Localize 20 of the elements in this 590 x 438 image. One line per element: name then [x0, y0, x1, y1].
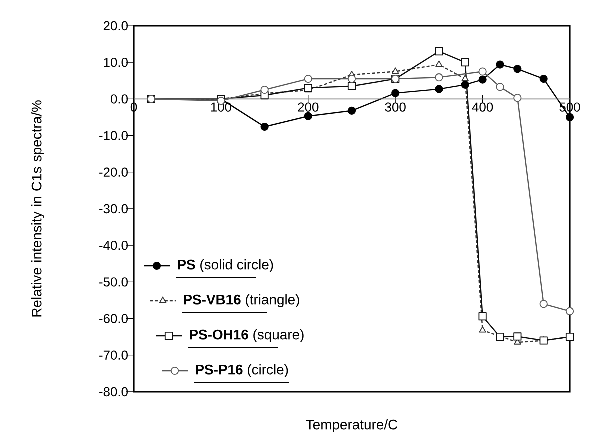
y-tick-label: -10.0 [100, 131, 128, 140]
y-tick-label: -70.0 [100, 350, 128, 360]
y-tick-label: -30.0 [100, 204, 128, 214]
legend-label: PS-OH16 (square) [190, 329, 304, 342]
legend-label: PS-P16 (circle) [196, 364, 288, 378]
legend-label: PS (solid circle) [178, 259, 274, 272]
y-tick-label: 10.0 [104, 58, 128, 68]
legend-label: PS-VB16 (triangle) [184, 294, 300, 308]
y-tick-label: -80.0 [100, 387, 128, 397]
x-tick-label: 400 [472, 102, 494, 112]
x-tick-label: 300 [385, 102, 406, 112]
y-axis-title: Relative intensity in C1s spectra/% [32, 100, 45, 317]
x-tick-label: 200 [298, 102, 319, 112]
y-tick-label: -50.0 [100, 278, 128, 287]
x-axis-title: Temperature/C [306, 419, 398, 432]
y-tick-label: 0.0 [110, 94, 128, 104]
y-tick-label: -40.0 [100, 240, 128, 250]
y-tick-label: -60.0 [100, 314, 128, 324]
y-tick-label: -20.0 [100, 168, 128, 177]
y-tick-label: 20.0 [104, 21, 128, 31]
